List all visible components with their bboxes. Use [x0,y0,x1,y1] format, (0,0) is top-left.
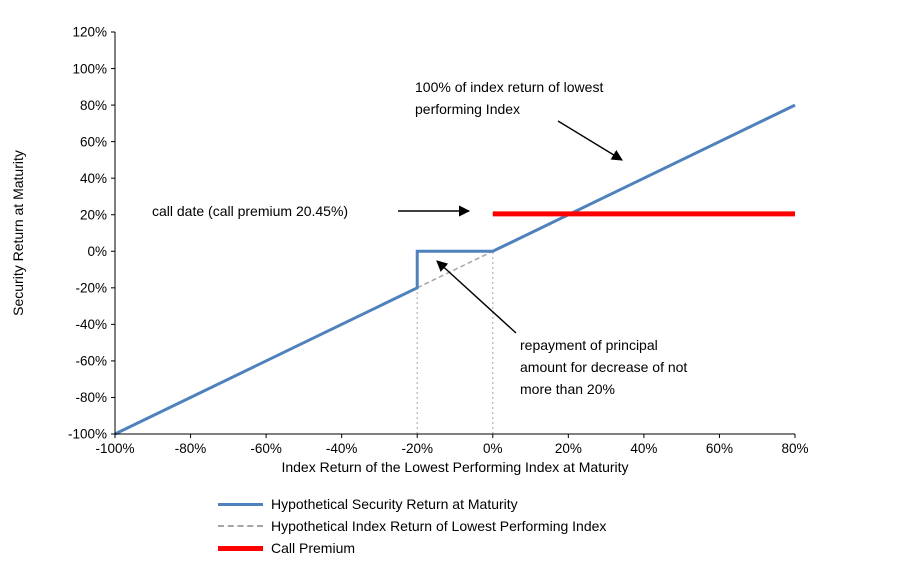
y-tick-label: -100% [68,427,107,442]
legend-label-index-return: Hypothetical Index Return of Lowest Perf… [271,518,607,534]
legend-label-call-premium: Call Premium [271,540,356,556]
y-tick-label: 80% [80,98,107,113]
x-tick-label: -40% [326,441,358,456]
x-tick-label: -20% [401,441,433,456]
x-tick-label: -100% [95,441,134,456]
legend-item-security-return: Hypothetical Security Return at Maturity [218,493,606,515]
y-tick-label: -60% [75,354,107,369]
legend-line-index-return-icon [218,525,263,527]
series-line-security-return [114,103,796,436]
legend-item-call-premium: Call Premium [218,537,606,559]
y-tick-label: 60% [80,134,107,149]
legend-line-security-return-icon [218,502,263,506]
x-tick-label: -80% [175,441,207,456]
annotation-call-date: call date (call premium 20.45%) [152,203,349,219]
legend-line-call-premium-icon [218,545,263,551]
y-tick-label: -20% [75,281,107,296]
x-tick-label: 0% [483,441,503,456]
annotation-arrow [436,260,517,334]
legend-item-index-return: Hypothetical Index Return of Lowest Perf… [218,515,606,537]
legend-label-security-return: Hypothetical Security Return at Maturity [271,496,518,512]
annotation-index-return: 100% of index return of lowest performin… [415,79,604,117]
legend: Hypothetical Security Return at Maturity… [218,493,606,559]
y-tick-label: 20% [80,207,107,222]
x-tick-label: -60% [250,441,282,456]
x-tick-label: 80% [781,441,808,456]
annotation-principal-repayment: repayment of principal amount for decrea… [520,337,688,397]
annotation-arrow [557,120,623,161]
series-line-index-return [416,250,494,289]
x-tick-label: 60% [706,441,733,456]
x-tick-label: 40% [630,441,657,456]
x-axis-title: Index Return of the Lowest Performing In… [281,459,629,475]
y-axis-title: Security Return at Maturity [10,150,26,316]
y-tick-label: 120% [72,25,107,40]
y-tick-label: 40% [80,171,107,186]
y-tick-label: 100% [72,61,107,76]
x-tick-label: 20% [555,441,582,456]
y-tick-label: -80% [75,390,107,405]
y-tick-label: -40% [75,317,107,332]
y-tick-label: 0% [87,244,107,259]
